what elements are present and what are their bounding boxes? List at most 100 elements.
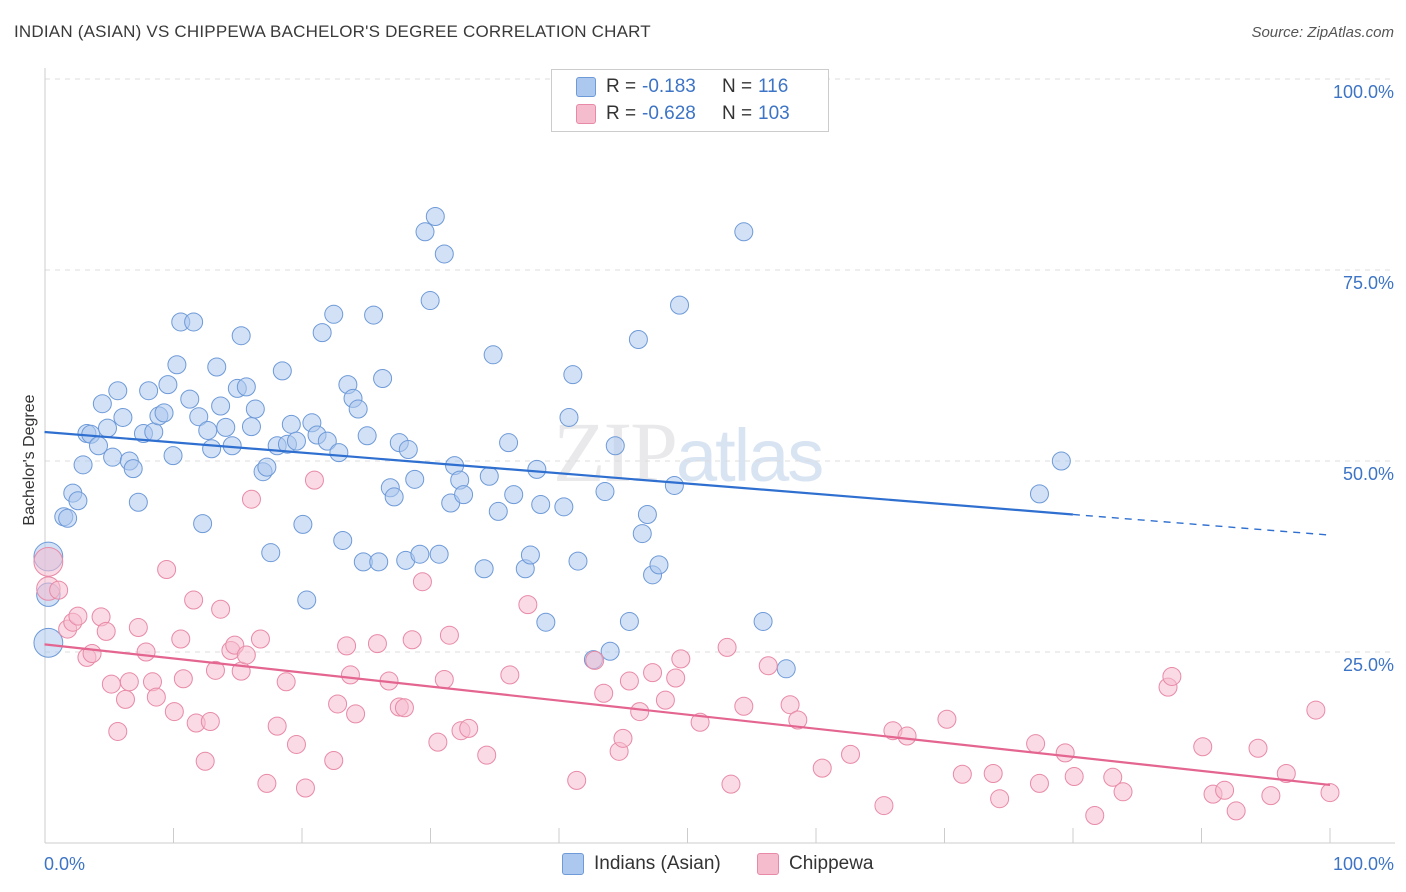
chippewa-point xyxy=(1113,782,1133,802)
indians-asian-point xyxy=(605,436,625,456)
legend-n-value: 103 xyxy=(758,103,790,124)
indians-asian-point xyxy=(139,381,159,401)
indians-asian-point xyxy=(154,403,174,423)
indians-asian-point xyxy=(520,545,540,565)
indians-asian-point xyxy=(281,414,301,434)
indians-asian-point xyxy=(405,469,425,489)
indians-asian-point xyxy=(68,491,88,511)
chippewa-point xyxy=(721,774,741,794)
chippewa-point xyxy=(459,718,479,738)
chippewa-point xyxy=(276,672,296,692)
indians-asian-point xyxy=(333,530,353,550)
chippewa-point xyxy=(146,687,166,707)
indians-asian-point xyxy=(632,524,652,544)
indians-asian-point xyxy=(324,304,344,324)
indians-asian-point xyxy=(33,627,64,658)
indians-asian-point xyxy=(664,475,684,495)
x-tick-label: 100.0% xyxy=(1333,854,1394,874)
bottom-legend-label: Indians (Asian) xyxy=(594,853,721,874)
indians-asian-point xyxy=(429,544,449,564)
chippewa-point xyxy=(184,590,204,610)
chippewa-point xyxy=(236,645,256,665)
zipatlas-watermark: ZIPatlas xyxy=(553,402,824,502)
y-tick-label: 50.0% xyxy=(1343,464,1394,484)
legend-n-label: N = xyxy=(722,103,753,124)
chippewa-point xyxy=(33,546,64,577)
indians-asian-point xyxy=(415,222,435,242)
indians-asian-point xyxy=(483,345,503,365)
chippewa-point xyxy=(1055,743,1075,763)
indians-asian-point xyxy=(504,485,524,505)
bottom-legend-label: Chippewa xyxy=(789,853,874,874)
indians-asian-point xyxy=(628,330,648,350)
indians-asian-point xyxy=(207,357,227,377)
indians-asian-point xyxy=(369,552,389,572)
chippewa-point xyxy=(115,689,135,709)
chippewa-point xyxy=(340,665,360,685)
chippewa-point xyxy=(257,773,277,793)
chippewa-point xyxy=(195,751,215,771)
indians-asian-point xyxy=(536,612,556,632)
chippewa-point xyxy=(1029,773,1049,793)
indians-asian-point xyxy=(554,497,574,517)
indians-asian-point xyxy=(241,417,261,437)
chippewa-point xyxy=(108,721,128,741)
chippewa-point xyxy=(164,702,184,722)
legend-r-label: R = xyxy=(606,76,637,97)
chippewa-point xyxy=(402,630,422,650)
indians-asian-point xyxy=(531,495,551,515)
indians-asian-point xyxy=(568,551,588,571)
chippewa-point xyxy=(304,470,324,490)
indians-asian-point xyxy=(297,590,317,610)
indians-asian-point xyxy=(198,420,218,440)
chippewa-point xyxy=(630,702,650,722)
chippewa-point xyxy=(1085,805,1105,825)
chippewa-point xyxy=(841,744,861,764)
legend-n-label: N = xyxy=(722,76,753,97)
chippewa-point xyxy=(49,580,69,600)
chippewa-point xyxy=(346,704,366,724)
indians-asian-point xyxy=(425,207,445,227)
indians-asian-point xyxy=(563,365,583,385)
indians-asian-point xyxy=(202,439,222,459)
indians-asian-point xyxy=(163,446,183,466)
chippewa-point xyxy=(1103,767,1123,787)
legend-r-value: -0.183 xyxy=(642,76,696,97)
indians-asian-point xyxy=(398,440,418,460)
tick-labels: 25.0% 50.0% 75.0% 100.0% 0.0% 100.0% xyxy=(44,82,1394,874)
chippewa-point xyxy=(874,796,894,816)
series-indians-asian-points xyxy=(33,207,1071,679)
chippewa-point xyxy=(428,732,448,752)
indians-asian-point xyxy=(113,407,133,427)
bottom-legend-chippewa: Chippewa xyxy=(757,851,874,877)
indians-asian-point xyxy=(180,389,200,409)
indians-asian-point xyxy=(600,641,620,661)
indians-asian-point xyxy=(73,455,93,475)
chippewa-point xyxy=(337,636,357,656)
indians-asian-point xyxy=(734,222,754,242)
chippewa-point xyxy=(434,670,454,690)
indians-asian-point xyxy=(1051,451,1071,471)
chippewa-point xyxy=(613,728,633,748)
indians-asian-point xyxy=(595,482,615,502)
watermark-atlas: atlas xyxy=(676,414,824,497)
legend-r-value: -0.628 xyxy=(642,103,696,124)
chippewa-point xyxy=(211,599,231,619)
indians-asian-point xyxy=(317,431,337,451)
indians-asian-point xyxy=(231,326,251,346)
y-tick-label: 25.0% xyxy=(1343,655,1394,675)
indians-asian-point xyxy=(123,459,143,479)
indians-asian-point xyxy=(97,418,117,438)
indians-asian-point xyxy=(329,443,349,463)
chippewa-trend-line xyxy=(44,643,1331,787)
indians-asian-point xyxy=(257,457,277,477)
chippewa-point xyxy=(897,726,917,746)
chippewa-point xyxy=(200,712,220,732)
indians-asian-point xyxy=(357,426,377,446)
y-tick-label: 75.0% xyxy=(1343,273,1394,293)
chippewa-point xyxy=(171,629,191,649)
chippewa-point xyxy=(328,694,348,714)
indians-asian-point xyxy=(649,555,669,575)
chippewa-point xyxy=(812,758,832,778)
chippewa-point xyxy=(1064,767,1084,787)
